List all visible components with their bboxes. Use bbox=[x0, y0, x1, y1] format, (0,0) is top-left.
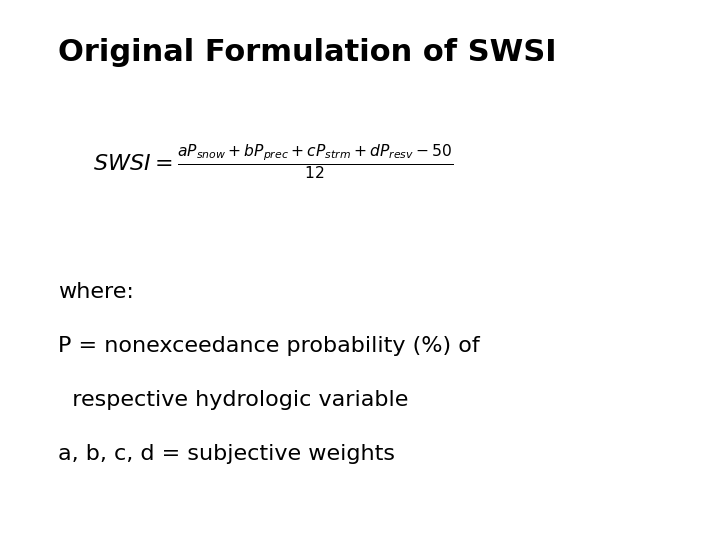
Text: Original Formulation of SWSI: Original Formulation of SWSI bbox=[58, 38, 557, 67]
Text: respective hydrologic variable: respective hydrologic variable bbox=[58, 389, 408, 410]
Text: a, b, c, d = subjective weights: a, b, c, d = subjective weights bbox=[58, 443, 395, 464]
Text: $SWSI = \frac{aP_{snow} + bP_{prec} + cP_{strm} + dP_{resv} - 50}{12}$: $SWSI = \frac{aP_{snow} + bP_{prec} + cP… bbox=[94, 142, 454, 182]
Text: P = nonexceedance probability (%) of: P = nonexceedance probability (%) of bbox=[58, 335, 480, 356]
Text: where:: where: bbox=[58, 281, 133, 302]
